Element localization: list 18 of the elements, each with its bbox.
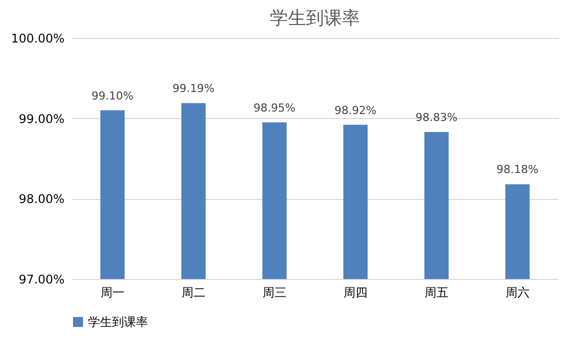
data-label: 98.83% bbox=[416, 110, 458, 124]
y-tick-label: 98.00% bbox=[18, 192, 64, 206]
y-tick-label: 97.00% bbox=[18, 272, 64, 286]
data-label: 98.95% bbox=[254, 101, 296, 114]
x-tick-label: 周六 bbox=[506, 286, 530, 300]
y-tick-label: 99.00% bbox=[18, 112, 64, 126]
data-label: 98.18% bbox=[496, 163, 538, 176]
x-tick-label: 周三 bbox=[262, 286, 286, 300]
data-label: 98.92% bbox=[334, 104, 376, 117]
x-tick-label: 周一 bbox=[100, 286, 124, 300]
chart-title: 学生到课率 bbox=[270, 8, 360, 29]
x-tick-label: 周五 bbox=[424, 286, 448, 300]
y-tick-label: 100.00% bbox=[11, 32, 64, 46]
data-label: 99.19% bbox=[172, 82, 214, 96]
legend-label: 学生到课率 bbox=[88, 315, 148, 329]
x-tick-label: 周二 bbox=[182, 286, 206, 300]
x-tick-label: 周四 bbox=[344, 286, 368, 300]
data-label: 99.10% bbox=[92, 89, 134, 102]
